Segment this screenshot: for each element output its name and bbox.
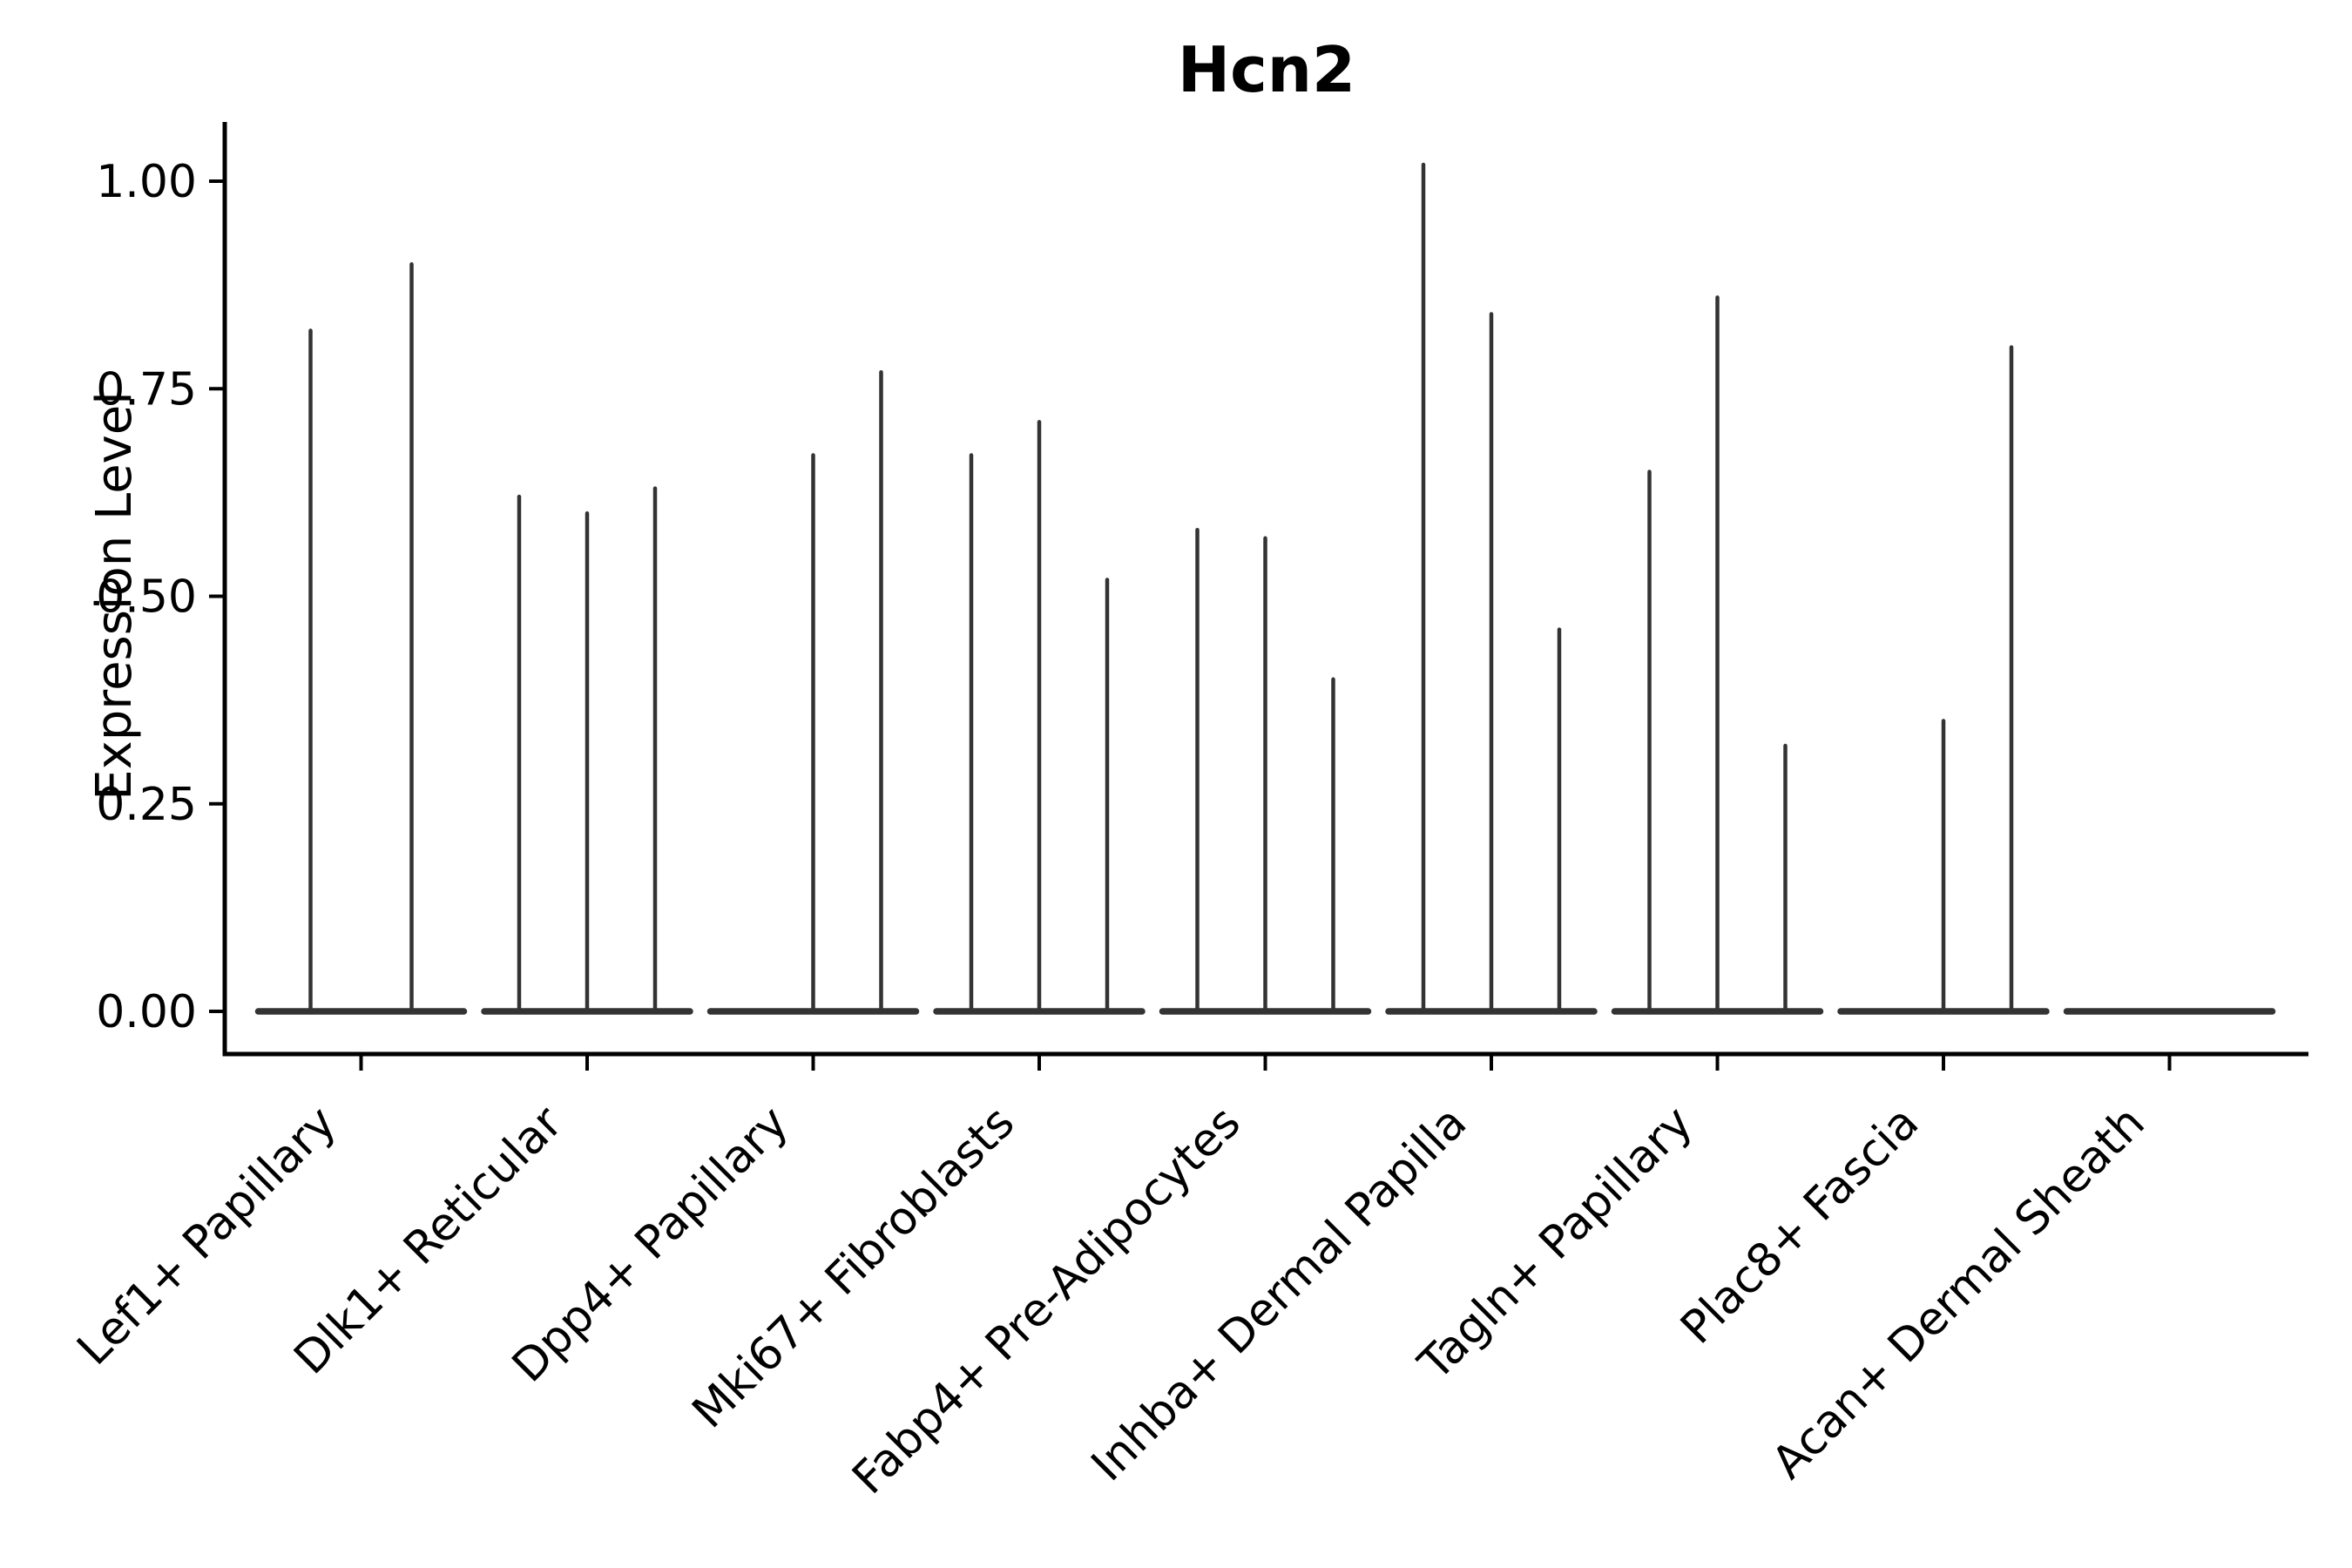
y-tick-label: 0.75 — [96, 363, 197, 416]
violin-group — [1159, 528, 1372, 1015]
violin-group — [933, 420, 1146, 1015]
violin-group — [706, 369, 920, 1015]
violin-group — [254, 262, 468, 1015]
chart-title: Hcn2 — [1178, 33, 1355, 106]
x-tick-label: Acan+ Dermal Sheath — [1762, 1097, 2155, 1490]
violin-group — [1385, 162, 1598, 1015]
x-tick-label: Fabp4+ Pre-Adipocytes — [842, 1097, 1250, 1504]
y-tick-label: 0.00 — [96, 986, 197, 1038]
y-tick-label: 0.50 — [96, 571, 197, 624]
axis-spines — [222, 122, 2308, 1057]
y-tick-label: 1.00 — [96, 156, 197, 208]
violin-group — [1611, 295, 1824, 1015]
violin-group — [481, 486, 693, 1015]
violin-group — [1837, 345, 2050, 1015]
violins-layer — [254, 162, 2276, 1015]
y-tick-label: 0.25 — [96, 779, 197, 831]
y-axis-label: Expression Level — [86, 391, 143, 801]
x-tick-label: Plac8+ Fascia — [1671, 1097, 1929, 1355]
x-tick-label: Inhba+ Dermal Papilla — [1082, 1097, 1477, 1491]
